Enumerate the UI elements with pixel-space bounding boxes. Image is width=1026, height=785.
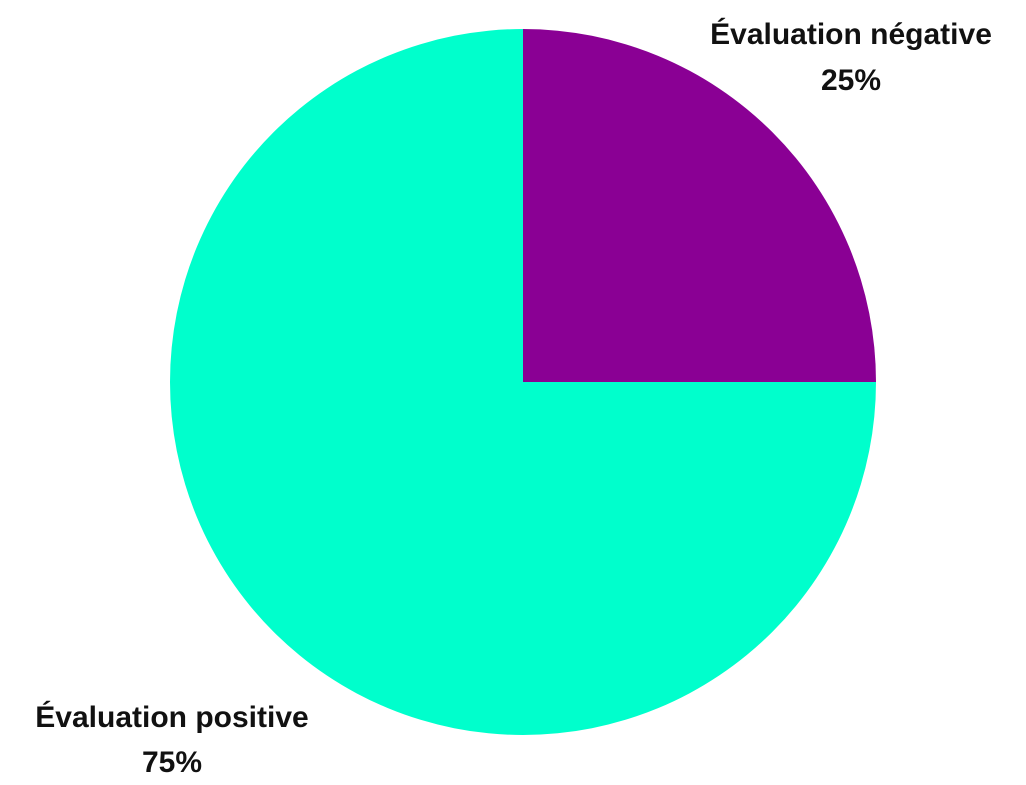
slice-label-positive: Évaluation positive [35, 700, 308, 734]
pie-slices [170, 29, 876, 735]
pie-slice-positive [170, 29, 876, 735]
slice-label-positive-group: Évaluation positive 75% [35, 700, 308, 779]
slice-label-negative: Évaluation négative [710, 17, 992, 51]
slice-label-negative-group: Évaluation négative 25% [710, 17, 992, 97]
slice-value-negative: 25% [821, 64, 881, 97]
slice-value-positive: 75% [142, 746, 202, 779]
pie-slice-negative [523, 29, 876, 382]
